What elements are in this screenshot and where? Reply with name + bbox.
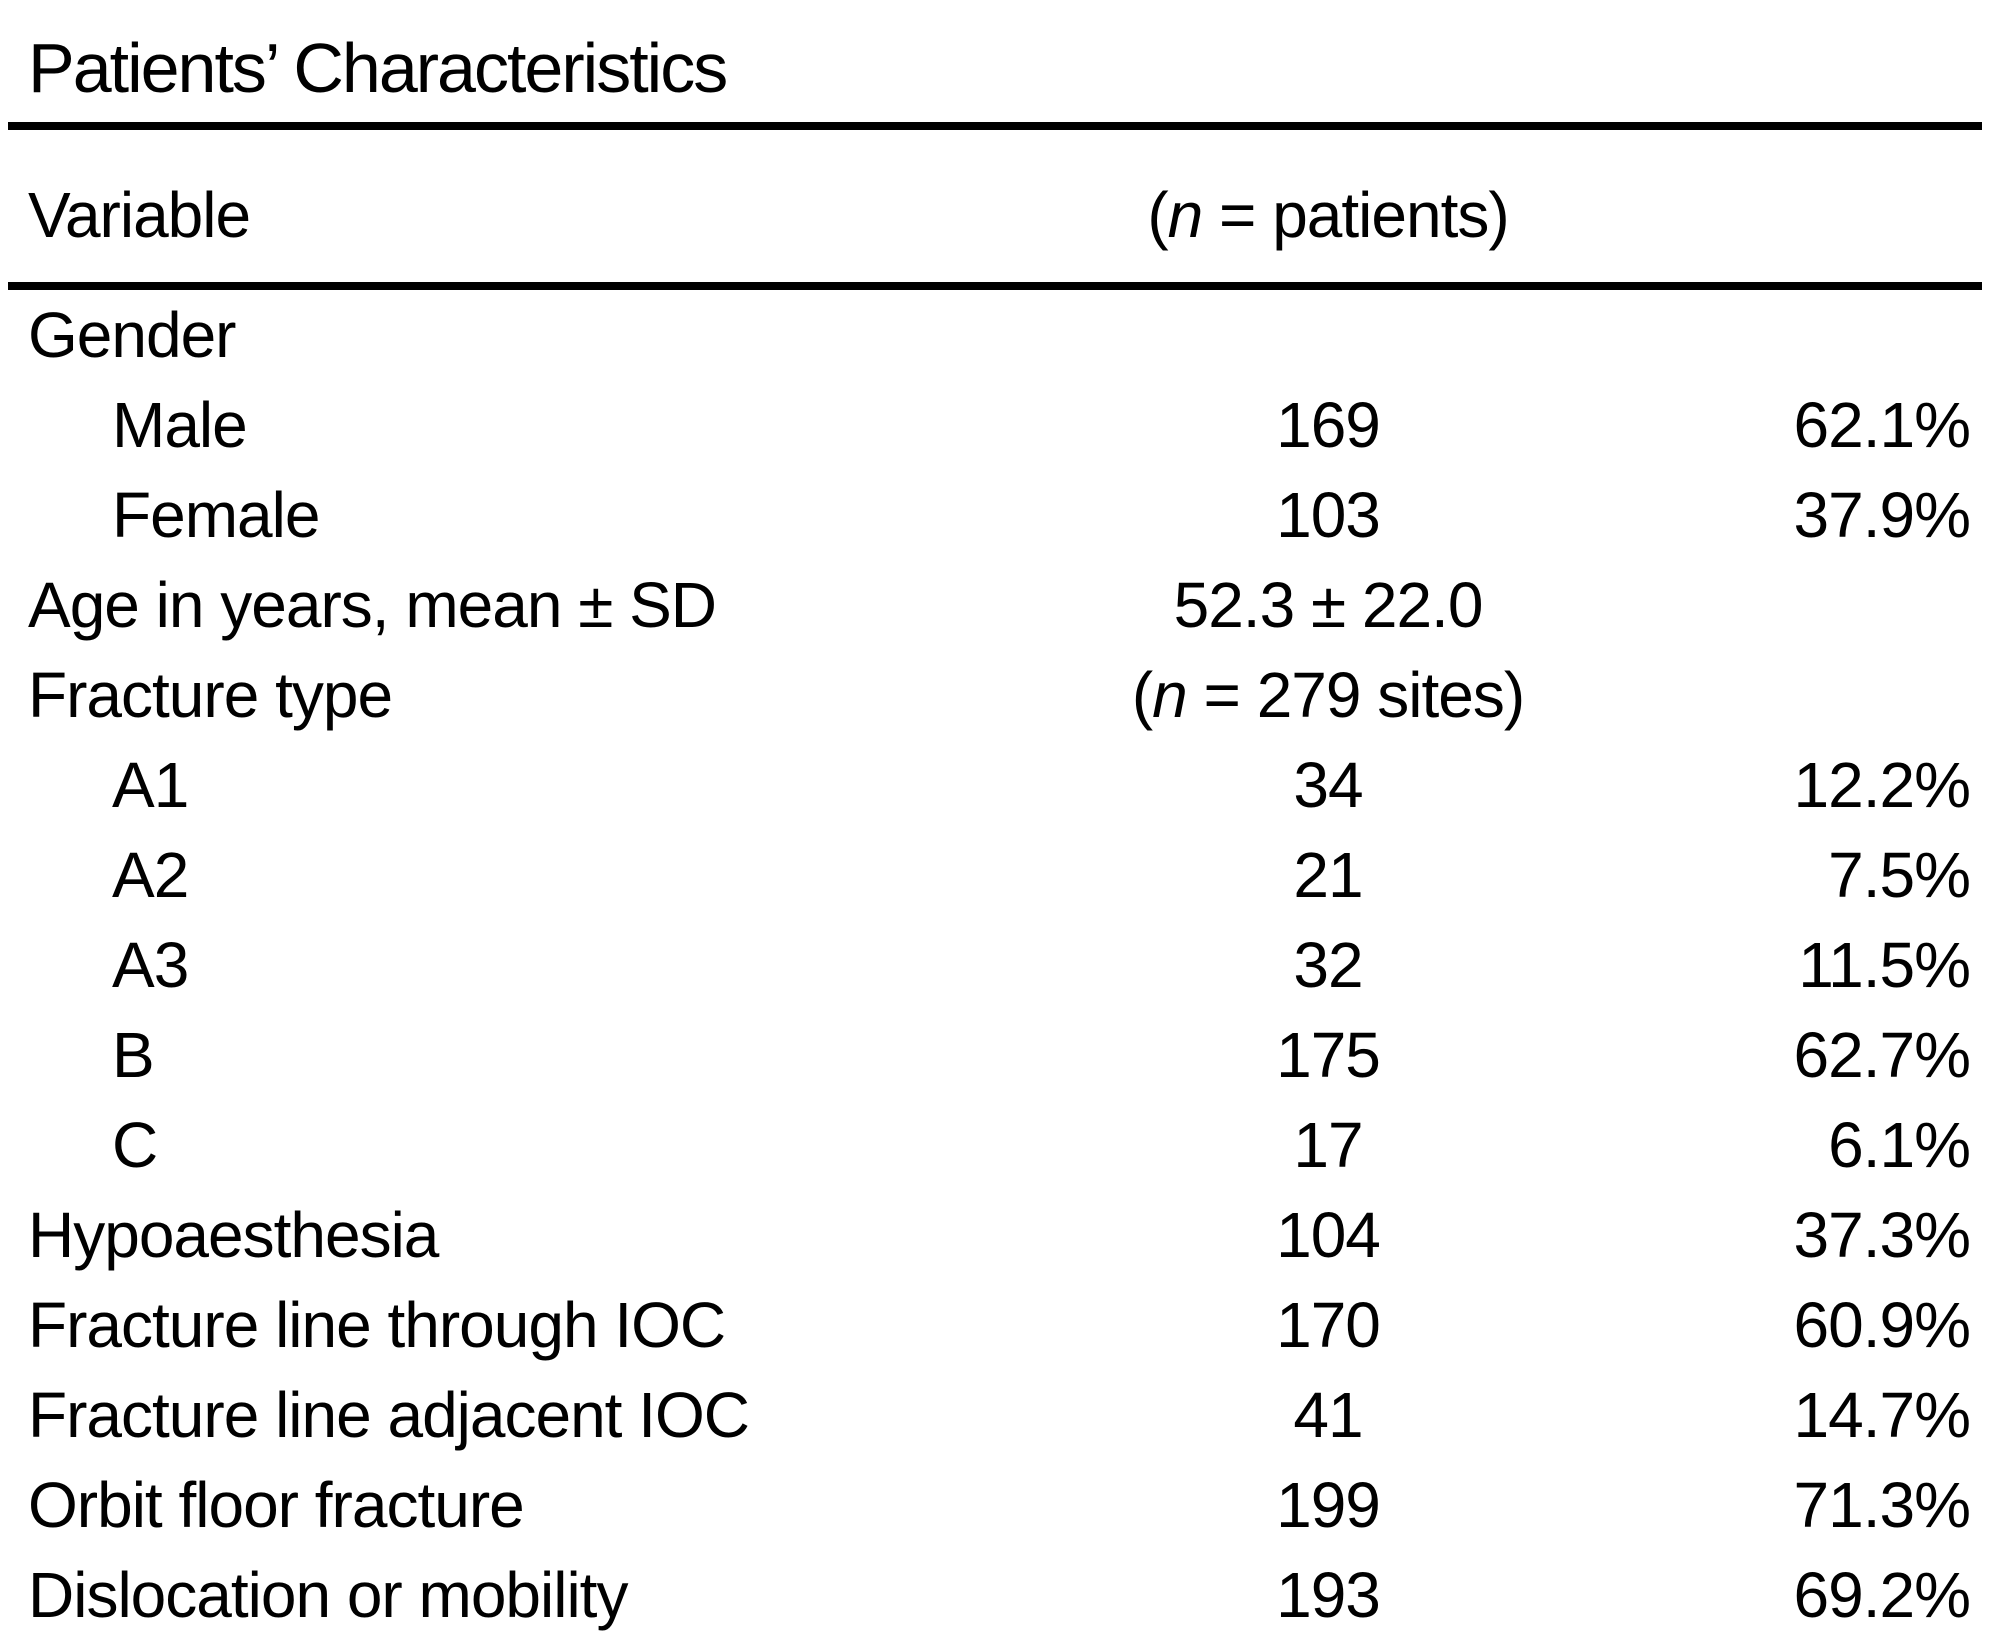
row-n-value: 193 bbox=[888, 1550, 1768, 1640]
row-label: Age in years, mean ± SD bbox=[28, 569, 717, 641]
row-n-value: 32 bbox=[888, 920, 1768, 1010]
header-n-italic: n bbox=[1167, 179, 1204, 251]
n-pre: 104 bbox=[1276, 1199, 1381, 1271]
row-pct-value: 6.1% bbox=[1828, 1109, 1971, 1181]
row-n-value: 34 bbox=[888, 740, 1768, 830]
n-pre: 193 bbox=[1276, 1559, 1381, 1631]
table-title: Patients’ Characteristics bbox=[28, 29, 728, 107]
table-row-a1: A1 34 12.2% bbox=[28, 740, 1971, 830]
row-pct-value: 60.9% bbox=[1793, 1289, 1971, 1361]
row-label: B bbox=[112, 1019, 155, 1091]
row-pct-value: 37.3% bbox=[1793, 1199, 1971, 1271]
table-row-fracture-line-adjacent-ioc: Fracture line adjacent IOC 41 14.7% bbox=[28, 1370, 1971, 1460]
table-row-fracture-line-through-ioc: Fracture line through IOC 170 60.9% bbox=[28, 1280, 1971, 1370]
row-n-value: 175 bbox=[888, 1010, 1768, 1100]
row-label: Hypoaesthesia bbox=[28, 1199, 439, 1271]
table-header-row: Variable (n = patients) bbox=[28, 130, 1970, 282]
table-row-gender: Gender bbox=[28, 290, 1970, 380]
row-pct-value bbox=[1768, 650, 1970, 740]
header-n-column: (n = patients) bbox=[888, 170, 1768, 260]
row-label: A1 bbox=[112, 749, 189, 821]
n-pre: 103 bbox=[1276, 479, 1381, 551]
row-n-value: (n = 279 sites) bbox=[888, 650, 1768, 740]
row-label: Gender bbox=[28, 299, 236, 371]
row-pct-value: 37.9% bbox=[1793, 479, 1971, 551]
n-pre: 21 bbox=[1293, 839, 1363, 911]
row-label: C bbox=[112, 1109, 158, 1181]
table-row-male: Male 169 62.1% bbox=[28, 380, 1971, 470]
table-row-a3: A3 32 11.5% bbox=[28, 920, 1971, 1010]
n-pre: 175 bbox=[1276, 1019, 1381, 1091]
row-pct-value: 7.5% bbox=[1828, 839, 1971, 911]
header-pct-column bbox=[1768, 170, 1970, 260]
n-post: = 279 sites) bbox=[1186, 659, 1526, 731]
n-pre: 199 bbox=[1276, 1469, 1381, 1541]
header-variable: Variable bbox=[28, 179, 251, 251]
row-label: A2 bbox=[112, 839, 189, 911]
table-row-c: C 17 6.1% bbox=[28, 1100, 1971, 1190]
row-n-value: 103 bbox=[888, 470, 1768, 560]
table-row-female: Female 103 37.9% bbox=[28, 470, 1971, 560]
row-n-value: 21 bbox=[888, 830, 1768, 920]
row-label: Fracture type bbox=[28, 659, 393, 731]
table-row-age: Age in years, mean ± SD 52.3 ± 22.0 bbox=[28, 560, 1970, 650]
row-pct-value: 71.3% bbox=[1793, 1469, 1971, 1541]
row-pct-value: 62.7% bbox=[1793, 1019, 1971, 1091]
table-row-orbit-floor-fracture: Orbit floor fracture 199 71.3% bbox=[28, 1460, 1971, 1550]
header-n-post: = patients) bbox=[1202, 179, 1510, 251]
n-italic: n bbox=[1152, 659, 1188, 731]
row-label: Orbit floor fracture bbox=[28, 1469, 525, 1541]
header-n-pre: ( bbox=[1147, 179, 1168, 251]
row-pct-value bbox=[1768, 560, 1970, 650]
table-row-dislocation-or-mobility: Dislocation or mobility 193 69.2% bbox=[28, 1550, 1971, 1640]
n-pre: 52.3 ± 22.0 bbox=[1173, 569, 1484, 641]
table-rule-top bbox=[8, 122, 1982, 130]
row-pct-value bbox=[1768, 290, 1970, 380]
row-n-value: 17 bbox=[888, 1100, 1768, 1190]
row-n-value: 199 bbox=[888, 1460, 1768, 1550]
row-pct-value: 69.2% bbox=[1793, 1559, 1971, 1631]
table-row-hypoaesthesia: Hypoaesthesia 104 37.3% bbox=[28, 1190, 1971, 1280]
table-body: Gender Male 169 62.1% Female 103 37.9% A… bbox=[28, 290, 1971, 1640]
n-pre: ( bbox=[1131, 659, 1153, 731]
row-n-value bbox=[888, 290, 1768, 380]
row-pct-value: 62.1% bbox=[1793, 389, 1971, 461]
row-n-value: 41 bbox=[888, 1370, 1768, 1460]
n-pre: 17 bbox=[1293, 1109, 1363, 1181]
table-row-fracture-type: Fracture type (n = 279 sites) bbox=[28, 650, 1970, 740]
n-pre: 34 bbox=[1293, 749, 1363, 821]
row-pct-value: 12.2% bbox=[1793, 749, 1971, 821]
row-n-value: 52.3 ± 22.0 bbox=[888, 560, 1768, 650]
row-label: Fracture line adjacent IOC bbox=[28, 1379, 750, 1451]
row-label: Female bbox=[112, 479, 320, 551]
n-pre: 41 bbox=[1293, 1379, 1363, 1451]
n-pre: 32 bbox=[1293, 929, 1363, 1001]
table-row-a2: A2 21 7.5% bbox=[28, 830, 1971, 920]
row-n-value: 170 bbox=[888, 1280, 1768, 1370]
row-pct-value: 14.7% bbox=[1793, 1379, 1971, 1451]
row-label: Dislocation or mobility bbox=[28, 1559, 628, 1631]
row-label: A3 bbox=[112, 929, 189, 1001]
n-pre: 169 bbox=[1276, 389, 1381, 461]
row-n-value: 104 bbox=[888, 1190, 1768, 1280]
row-label: Male bbox=[112, 389, 248, 461]
n-pre: 170 bbox=[1276, 1289, 1381, 1361]
row-n-value: 169 bbox=[888, 380, 1768, 470]
row-label: Fracture line through IOC bbox=[28, 1289, 726, 1361]
row-pct-value: 11.5% bbox=[1798, 929, 1971, 1001]
table-rule-header bbox=[8, 282, 1982, 290]
table-row-b: B 175 62.7% bbox=[28, 1010, 1971, 1100]
